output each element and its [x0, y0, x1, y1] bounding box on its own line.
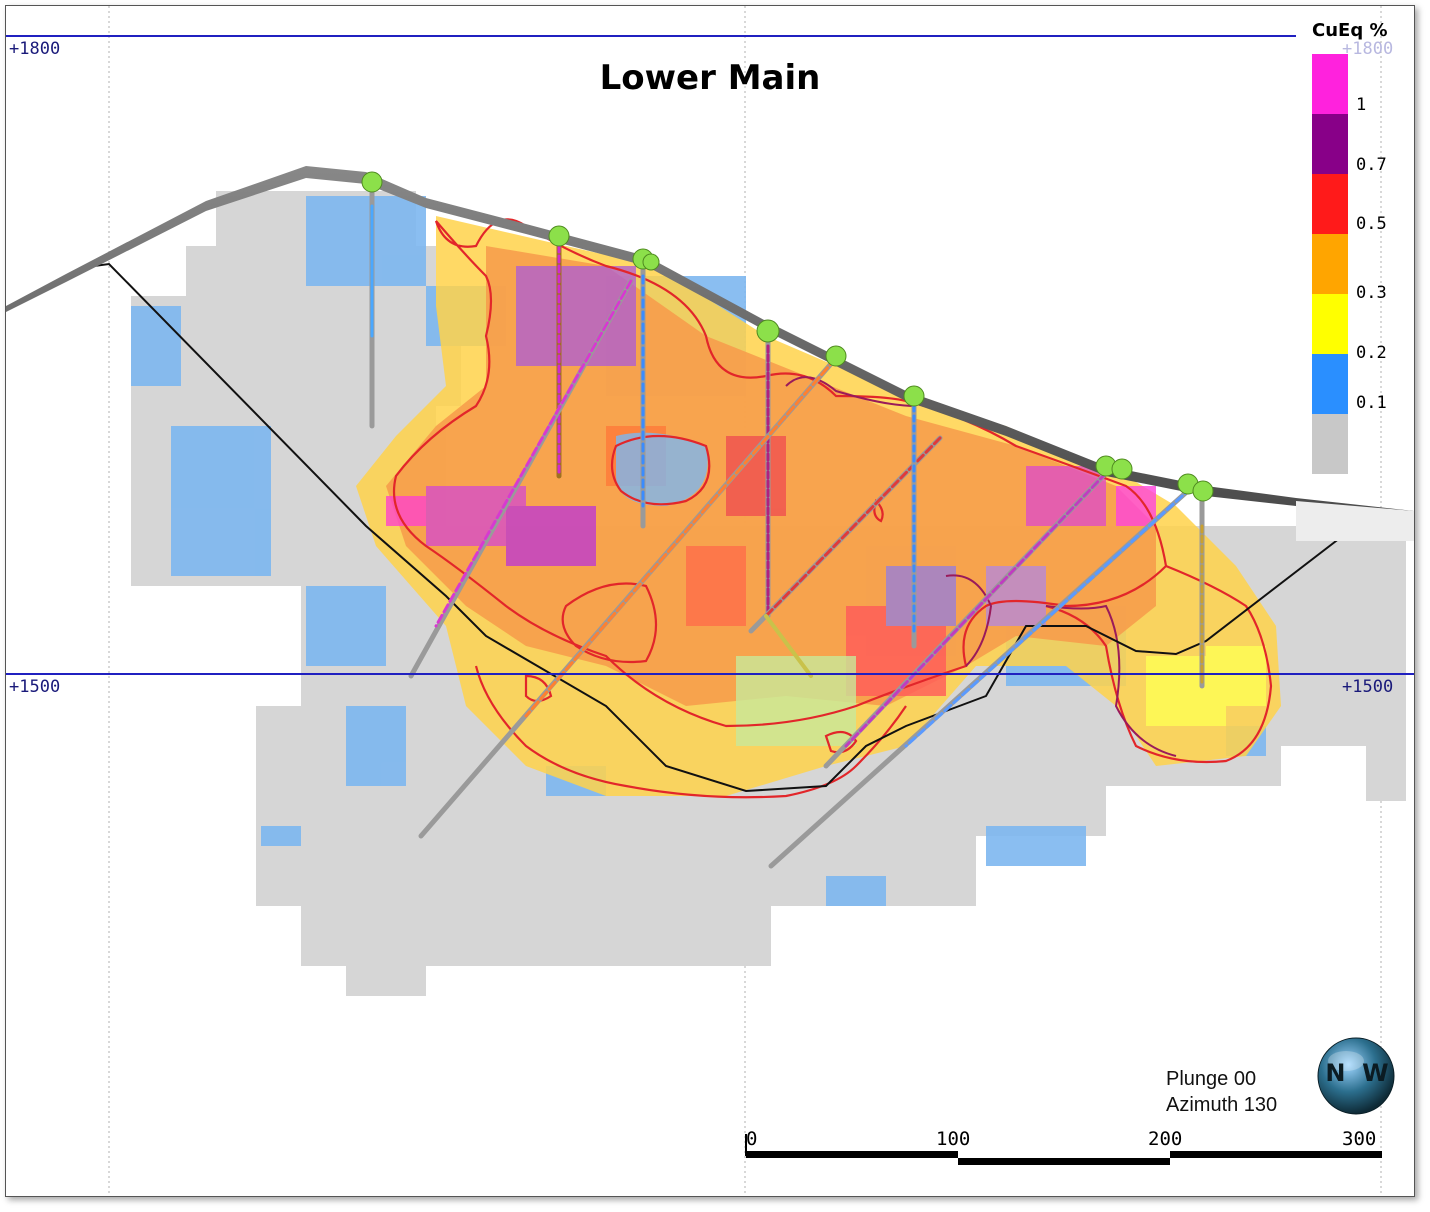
- grade-shell-outline-purple: [785, 376, 1177, 757]
- legend-swatch: [1312, 354, 1348, 414]
- section-view: [6, 6, 1414, 1196]
- legend-label: 0.7: [1356, 155, 1387, 175]
- drill-collars: [361, 171, 1214, 502]
- legend-label: 0.1: [1356, 393, 1387, 413]
- drill-hole-assay: [904, 486, 1193, 748]
- elevation-label-top-left: +1800: [9, 39, 61, 59]
- legend-swatch: [1312, 174, 1348, 234]
- plunge-label: Plunge 00: [1166, 1068, 1257, 1090]
- drill-collar: [361, 171, 383, 193]
- compass-letters: N W: [1325, 1059, 1389, 1087]
- scale-segment: [958, 1158, 1170, 1165]
- topography-cut-grey: [1296, 501, 1414, 541]
- drill-collar: [756, 319, 780, 343]
- drill-hole-assay: [434, 279, 633, 628]
- legend-label: 0.5: [1356, 214, 1387, 234]
- drill-collar: [825, 345, 847, 367]
- compass-globe-icon: [1317, 1037, 1395, 1115]
- scale-segment: [746, 1151, 958, 1158]
- drill-hole-assay: [844, 471, 1108, 748]
- drill-hole: [764, 614, 813, 678]
- block-model-inclusions: [616, 432, 1266, 746]
- drill-collar: [903, 385, 925, 407]
- scale-bar: [745, 1134, 1382, 1165]
- legend-label: 0.3: [1356, 283, 1387, 303]
- elevation-label-top-right: +1800: [1342, 39, 1394, 59]
- legend-title: CuEq %: [1312, 20, 1388, 41]
- map-title: Lower Main: [599, 58, 821, 98]
- legend-label: 1: [1356, 95, 1367, 115]
- elevation-label-mid-left: +1500: [9, 677, 61, 697]
- legend-label: 0.2: [1356, 343, 1387, 363]
- scale-label: 300: [1342, 1128, 1377, 1150]
- drill-collar: [548, 225, 570, 247]
- legend-swatch: [1312, 414, 1348, 474]
- scale-segment: [1170, 1151, 1382, 1158]
- elevation-label-mid-right: +1500: [1342, 677, 1394, 697]
- drill-collar: [642, 253, 660, 271]
- legend-color-bar: [1312, 54, 1348, 474]
- drill-collar: [1111, 458, 1133, 480]
- orientation-info: Plunge 00 Azimuth 130: [1166, 1066, 1277, 1118]
- scale-label: 0: [746, 1128, 758, 1150]
- pit-design-line: [93, 262, 1367, 793]
- map-frame: +1800 +1800 +1500 +1500 Lower Main CuEq …: [5, 5, 1415, 1197]
- legend-swatch: [1312, 114, 1348, 174]
- drill-hole-assay: [524, 356, 838, 718]
- azimuth-label: Azimuth 130: [1166, 1094, 1278, 1116]
- block-model-high-grade: [386, 266, 1156, 696]
- drill-collar: [1192, 480, 1214, 502]
- legend-swatch: [1312, 54, 1348, 114]
- drill-hole-assay: [764, 436, 942, 618]
- scale-label: 200: [1148, 1128, 1183, 1150]
- legend-swatch: [1312, 234, 1348, 294]
- drill-holes: [369, 181, 1205, 869]
- scale-label: 100: [936, 1128, 971, 1150]
- legend-swatch: [1312, 294, 1348, 354]
